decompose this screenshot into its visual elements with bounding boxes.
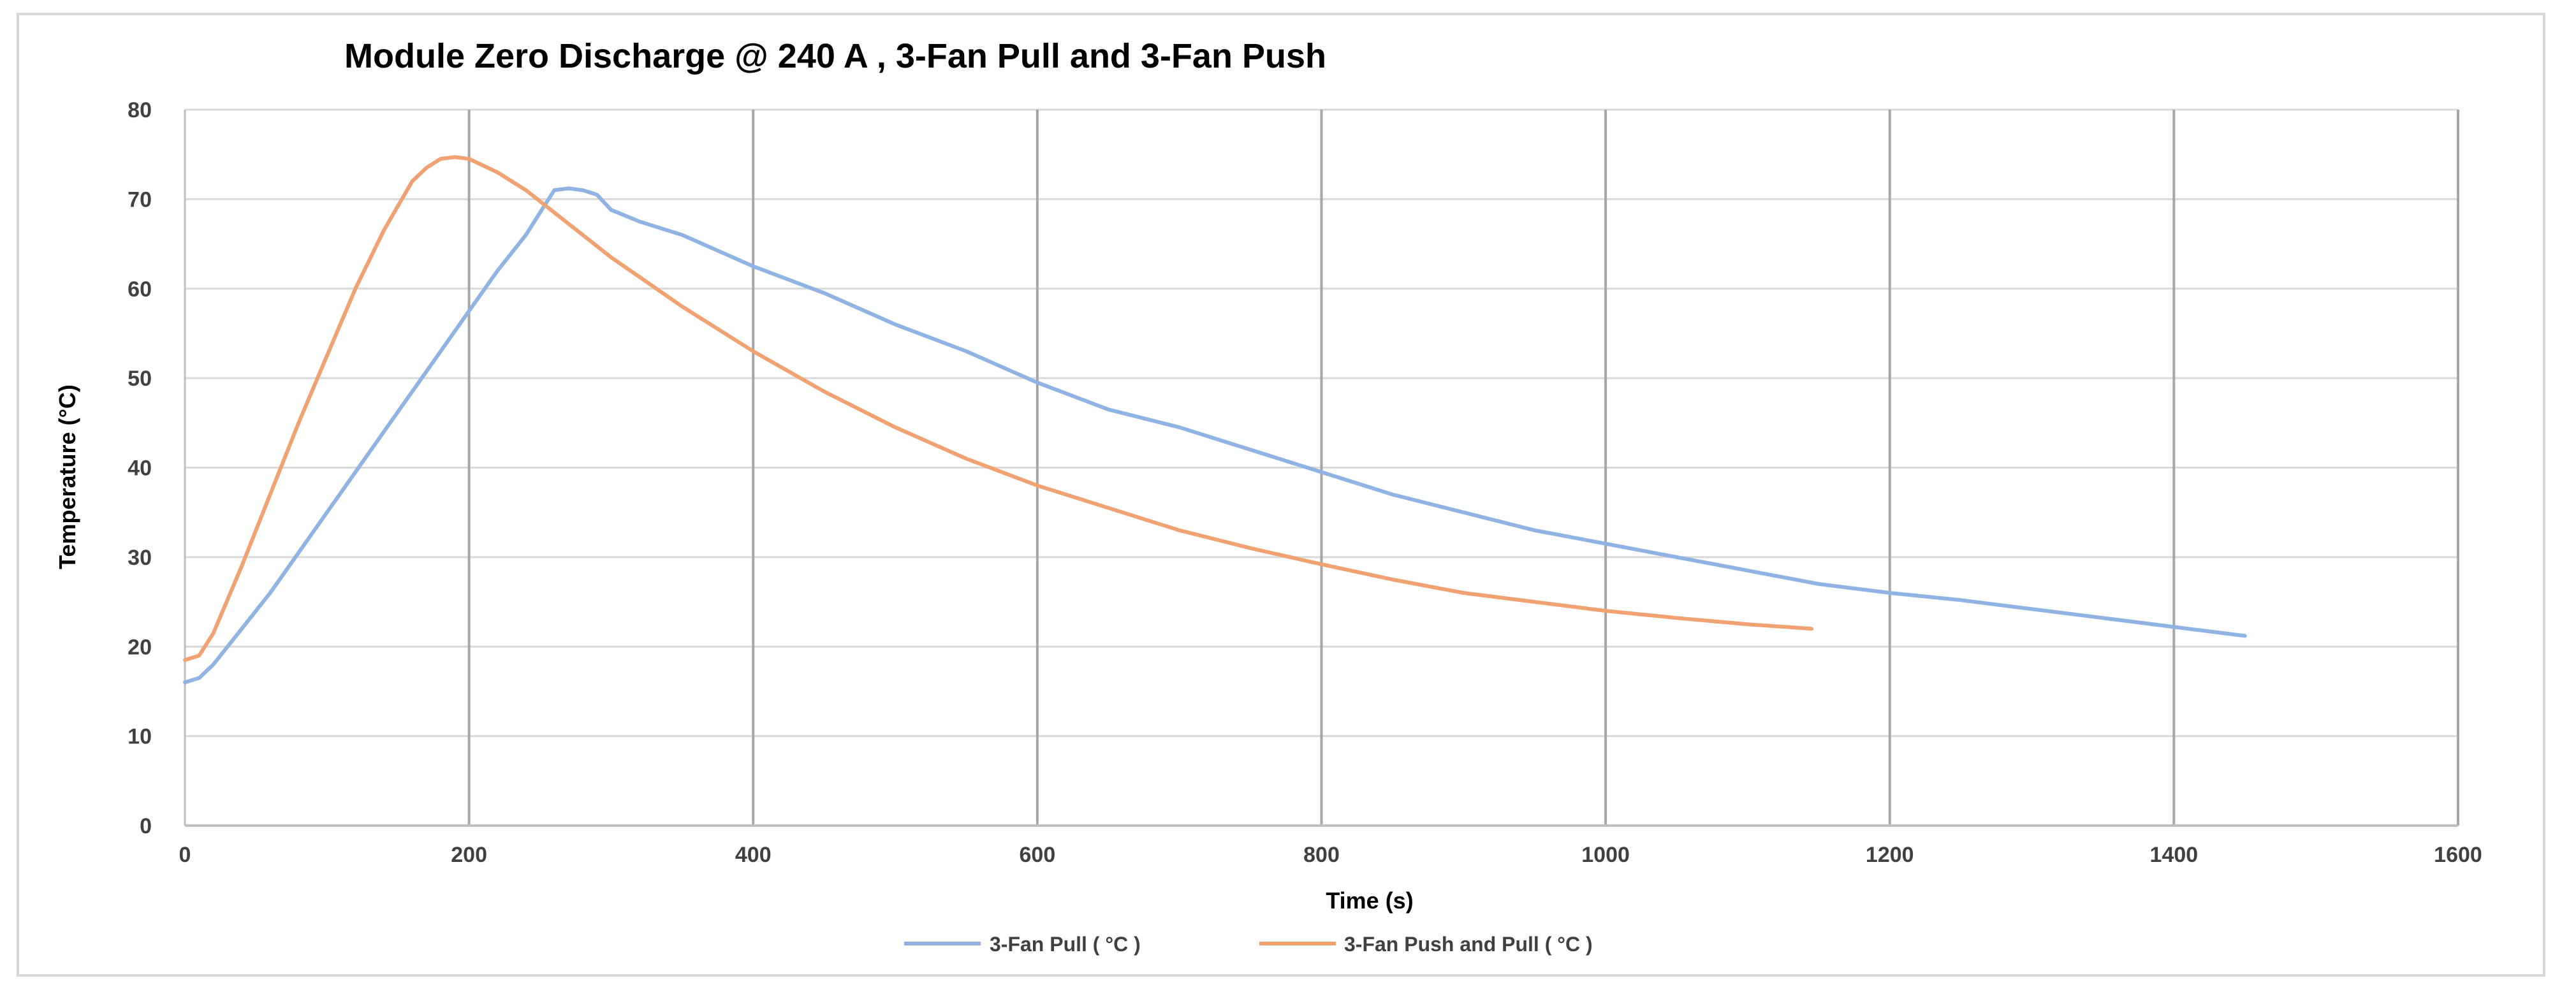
- x-tick-label-200: 200: [451, 843, 487, 867]
- y-tick-label-40: 40: [128, 456, 152, 481]
- chart-title: Module Zero Discharge @ 240 A , 3-Fan Pu…: [344, 37, 1326, 75]
- axes: [184, 110, 2458, 827]
- legend: 3-Fan Pull ( °C ) 3-Fan Push and Pull ( …: [904, 933, 1593, 956]
- x-tick-label-1400: 1400: [2150, 843, 2199, 867]
- series-layer: [183, 155, 2247, 685]
- y-axis-label: Temperature (°C): [54, 384, 80, 569]
- y-tick-label-30: 30: [128, 546, 152, 570]
- legend-label-series-1: 3-Fan Pull ( °C ): [990, 933, 1141, 956]
- y-tick-label-60: 60: [128, 277, 152, 302]
- x-tick-label-0: 0: [179, 843, 191, 867]
- series-line-1: [183, 186, 2247, 685]
- y-tick-label-80: 80: [128, 98, 152, 122]
- y-tick-label-20: 20: [128, 635, 152, 659]
- x-tick-label-1200: 1200: [1866, 843, 1914, 867]
- y-axis-ticks: 0 10 20 30 40 50 60 70 80: [128, 98, 152, 838]
- legend-label-series-2: 3-Fan Push and Pull ( °C ): [1344, 933, 1593, 956]
- grid-lines: [185, 108, 2459, 826]
- x-tick-label-1600: 1600: [2434, 843, 2482, 867]
- chart-frame: [17, 13, 2545, 977]
- y-tick-label-0: 0: [140, 814, 152, 838]
- y-tick-label-70: 70: [128, 187, 152, 212]
- x-tick-label-800: 800: [1303, 843, 1340, 867]
- series-line-2: [183, 155, 1814, 662]
- y-tick-label-10: 10: [128, 725, 152, 749]
- x-tick-label-1000: 1000: [1581, 843, 1630, 867]
- x-tick-label-400: 400: [735, 843, 772, 867]
- x-axis-ticks: 0 200 400 600 800 1000 1200 1400 1600: [179, 843, 2482, 867]
- x-axis-label: Time (s): [1326, 887, 1413, 914]
- x-tick-label-600: 600: [1020, 843, 1056, 867]
- y-tick-label-50: 50: [128, 367, 152, 391]
